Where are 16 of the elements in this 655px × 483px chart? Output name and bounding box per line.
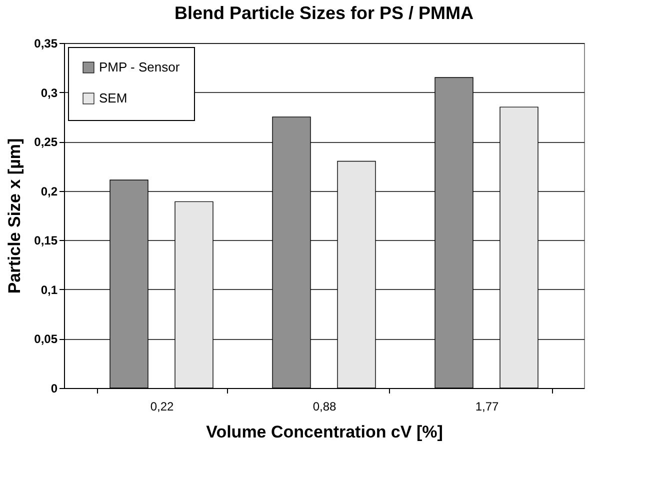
x-axis-title: Volume Concentration cV [%] [206,422,443,442]
y-tick-label: 0 [50,382,58,396]
legend-label: PMP - Sensor [99,60,180,74]
y-axis-title: Particle Size x [µm] [5,138,24,294]
y-tick-label: 0,15 [34,234,58,248]
y-tick-label: 0,25 [34,135,58,150]
y-tick-label: 0,3 [40,86,58,100]
x-tick-label: 0,88 [312,400,336,414]
y-tick-label: 0,1 [40,282,58,297]
y-tick-label: 0,05 [34,332,58,346]
x-tick-label: 1,77 [475,400,499,414]
legend-label: SEM [99,90,128,106]
x-tick-label: 0,22 [150,400,174,414]
chart-title: Blend Particle Sizes for PS / PMMA [174,3,474,23]
y-tick-label: 0,2 [40,184,58,198]
y-tick-label: 0,35 [34,36,58,50]
